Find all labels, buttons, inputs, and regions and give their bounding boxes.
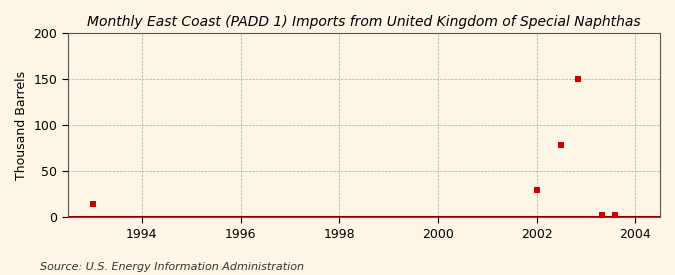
Title: Monthly East Coast (PADD 1) Imports from United Kingdom of Special Naphthas: Monthly East Coast (PADD 1) Imports from…	[87, 15, 641, 29]
Y-axis label: Thousand Barrels: Thousand Barrels	[15, 71, 28, 180]
Text: Source: U.S. Energy Information Administration: Source: U.S. Energy Information Administ…	[40, 262, 304, 272]
